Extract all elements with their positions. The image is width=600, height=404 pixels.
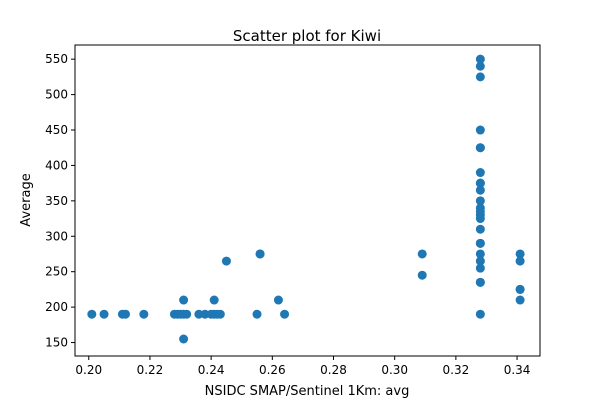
data-point-10 — [179, 295, 189, 305]
data-point-51 — [515, 249, 525, 259]
data-point-11 — [179, 334, 189, 344]
data-point-46 — [475, 256, 485, 266]
data-point-35 — [475, 178, 485, 188]
data-point-24 — [280, 309, 290, 319]
y-tick-label: 300 — [45, 229, 68, 243]
x-tick-label: 0.30 — [381, 363, 408, 377]
data-point-29 — [475, 72, 485, 82]
chart-title: Scatter plot for Kiwi — [233, 27, 381, 45]
data-point-3 — [120, 309, 130, 319]
data-point-32 — [475, 143, 485, 153]
data-point-30 — [475, 125, 485, 135]
plot-frame — [74, 44, 541, 357]
y-axis-label: Average — [19, 173, 34, 226]
data-point-41 — [475, 214, 485, 224]
y-tick-label: 500 — [45, 88, 68, 102]
data-point-52 — [515, 256, 525, 266]
data-point-36 — [475, 185, 485, 195]
data-point-4 — [139, 309, 149, 319]
points-layer — [87, 54, 525, 344]
data-point-37 — [475, 196, 485, 206]
x-axis-ticks: 0.20 0.22 0.24 0.26 0.28 0.30 0.32 0.34 — [75, 356, 530, 377]
x-tick-label: 0.32 — [443, 363, 470, 377]
data-point-42 — [475, 224, 485, 234]
data-point-23 — [273, 295, 283, 305]
data-point-49 — [475, 277, 485, 287]
data-point-20 — [252, 309, 262, 319]
data-point-28 — [475, 61, 485, 71]
x-tick-label: 0.26 — [259, 363, 286, 377]
x-tick-label: 0.28 — [320, 363, 347, 377]
x-tick-label: 0.24 — [198, 363, 225, 377]
x-axis-label: NSIDC SMAP/Sentinel 1Km: avg — [205, 384, 410, 399]
data-point-0 — [87, 309, 97, 319]
x-tick-label: 0.20 — [75, 363, 102, 377]
y-tick-label: 400 — [45, 158, 68, 172]
y-tick-label: 350 — [45, 194, 68, 208]
y-tick-label: 200 — [45, 300, 68, 314]
data-point-25 — [417, 249, 427, 259]
y-tick-label: 150 — [45, 336, 68, 350]
data-point-19 — [221, 256, 231, 266]
data-point-22 — [255, 249, 265, 259]
y-tick-label: 450 — [45, 123, 68, 137]
x-tick-label: 0.34 — [504, 363, 531, 377]
data-point-33 — [475, 168, 485, 178]
y-tick-label: 250 — [45, 265, 68, 279]
x-tick-label: 0.22 — [137, 363, 164, 377]
data-point-18 — [209, 295, 219, 305]
data-point-9 — [182, 309, 192, 319]
data-point-1 — [99, 309, 109, 319]
data-point-50 — [475, 309, 485, 319]
data-point-45 — [475, 249, 485, 259]
data-point-27 — [475, 54, 485, 64]
data-point-55 — [515, 295, 525, 305]
data-point-47 — [475, 263, 485, 273]
y-axis-ticks: 150 200 250 300 350 400 450 500 550 — [45, 52, 75, 350]
data-point-44 — [475, 238, 485, 248]
y-tick-label: 550 — [45, 52, 68, 66]
data-point-54 — [515, 284, 525, 294]
data-point-17 — [215, 309, 225, 319]
data-point-26 — [417, 270, 427, 280]
